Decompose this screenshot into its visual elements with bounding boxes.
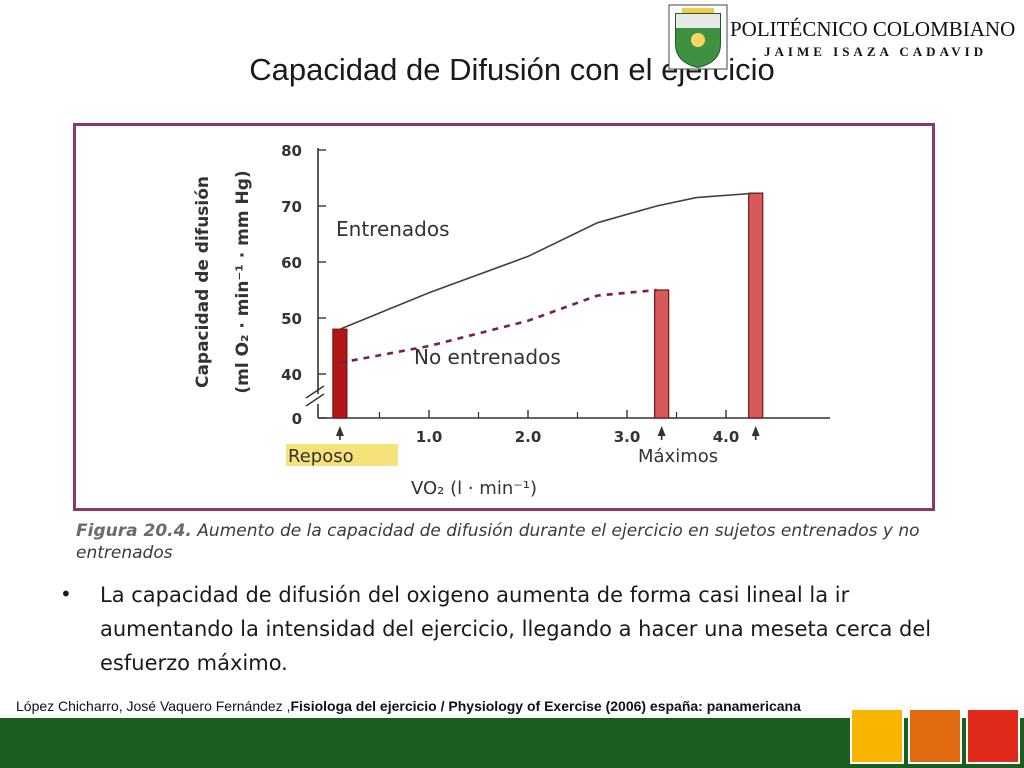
series-line-entrenados: [339, 192, 756, 330]
reference-author: López Chicharro, José Vaquero Fernández …: [16, 698, 291, 714]
axis-break-mark-1: [305, 385, 325, 399]
axis-break-mark-2: [305, 393, 325, 407]
x-tick-label: 2.0: [515, 428, 542, 446]
reference-title: Fisiologa del ejercicio / Physiology of …: [290, 698, 801, 714]
footer-square-red: [966, 708, 1020, 764]
x-axis-label: VO₂ (l · min⁻¹): [411, 478, 537, 499]
caption-text: Aumento de la capacidad de difusión dura…: [76, 521, 920, 563]
institution-logo: POLITÉCNICO COLOMBIANO JAIME ISAZA CADAV…: [668, 4, 1016, 70]
y-tick-label: 0: [292, 410, 302, 428]
y-axis-label-line-1: Capacidad de difusión: [193, 176, 213, 388]
arrow-icon: [657, 426, 666, 436]
bar-rest-trained: [332, 328, 348, 419]
y-tick-label: 60: [281, 254, 302, 272]
y-tick-label: 50: [281, 310, 302, 328]
reference: López Chicharro, José Vaquero Fernández …: [16, 698, 1006, 714]
y-tick-label: 80: [281, 142, 302, 160]
series-label-no-entrenados: No entrenados: [414, 345, 561, 369]
logo-name: POLITÉCNICO COLOMBIANO: [730, 17, 1016, 41]
y-axis-label-line-2: (ml O₂ · min⁻¹ · mm Hg): [233, 170, 253, 393]
x-tick-label: 3.0: [614, 428, 641, 446]
figure-frame: [73, 123, 935, 511]
bar-max-trained: [748, 192, 764, 419]
x-tick-label: 4.0: [713, 428, 740, 446]
x-tick-label: 1.0: [416, 428, 443, 446]
maximos-label: Máximos: [638, 446, 718, 467]
arrow-icon: [335, 426, 344, 436]
reposo-label: Reposo: [288, 446, 354, 467]
y-tick-label: 70: [281, 198, 302, 216]
y-tick-label: 40: [281, 366, 302, 384]
series-label-entrenados: Entrenados: [336, 217, 450, 241]
shield-icon: [668, 4, 728, 70]
bar-max-untrained: [654, 289, 670, 419]
footer-square-orange: [908, 708, 962, 764]
caption-figure-number: Figura 20.4.: [76, 521, 192, 541]
series-line-no-entrenados: [339, 288, 657, 365]
arrow-icon: [751, 426, 760, 436]
footer-square-yellow: [850, 708, 904, 764]
logo-subtitle: JAIME ISAZA CADAVID: [764, 44, 988, 59]
figure-caption: Figura 20.4. Aumento de la capacidad de …: [76, 520, 946, 564]
bullet-icon: •: [60, 582, 72, 606]
bullet-text: La capacidad de difusión del oxigeno aum…: [100, 583, 932, 675]
reposo-highlight: [286, 444, 398, 466]
